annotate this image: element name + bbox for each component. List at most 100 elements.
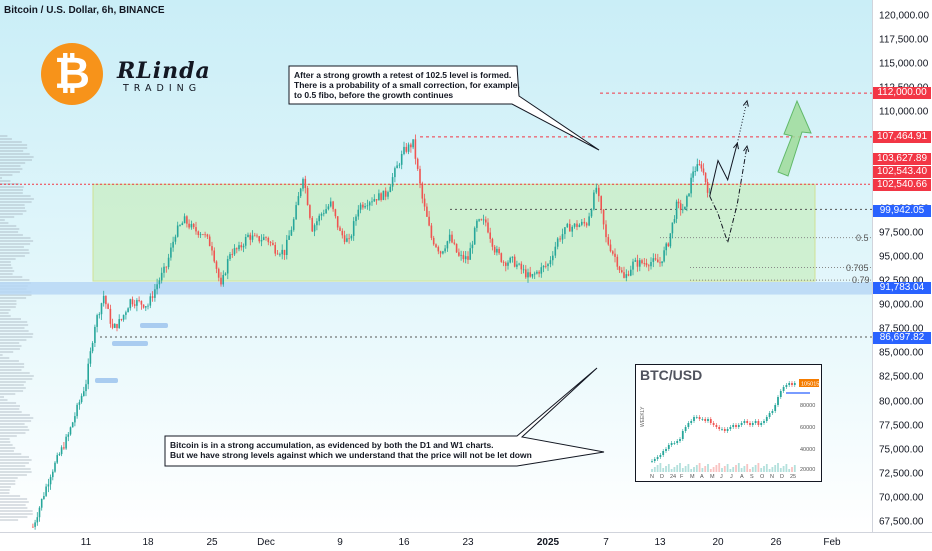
inset-candle	[679, 439, 681, 441]
candle	[58, 454, 61, 456]
candle	[375, 199, 378, 201]
candle	[368, 202, 371, 206]
volume-profile-bar	[0, 141, 22, 143]
price-tick-label: 110,000.00	[879, 106, 929, 118]
candle	[396, 165, 398, 169]
candle	[627, 274, 630, 276]
price-tick-label: 115,000.00	[879, 58, 929, 70]
candle	[204, 234, 206, 236]
inset-volume-bar	[712, 467, 715, 472]
candle	[151, 296, 154, 298]
candle	[667, 243, 670, 247]
volume-profile-bar	[0, 327, 25, 329]
fib-label: 0.705	[846, 262, 869, 273]
volume-profile-bar	[0, 501, 29, 503]
inset-candle	[712, 423, 715, 425]
inset-volume-bar	[715, 465, 718, 472]
inset-candle	[673, 443, 676, 444]
annotation-top-callout	[288, 65, 600, 151]
inset-candle	[768, 413, 771, 417]
candle	[583, 221, 586, 224]
volume-profile-bar	[0, 468, 31, 470]
volume-profile-bar	[0, 420, 32, 422]
candle	[47, 484, 50, 487]
candle	[593, 192, 595, 210]
candle	[696, 164, 699, 172]
candle	[40, 498, 43, 508]
inset-candle	[693, 417, 695, 421]
inset-candle	[676, 441, 679, 443]
volume-profile-bar	[0, 264, 12, 266]
inset-volume-bar	[726, 464, 729, 472]
volume-profile-bar	[0, 252, 30, 254]
inset-x-label: J	[730, 474, 733, 480]
volume-profile-bar	[0, 402, 17, 404]
inset-candle	[704, 419, 707, 421]
candle	[688, 193, 690, 197]
volume-profile-bar	[0, 195, 31, 197]
inset-candle	[667, 445, 670, 449]
candle	[247, 234, 249, 237]
volume-profile-bar	[0, 210, 27, 212]
candle	[538, 271, 540, 274]
candle	[491, 238, 494, 247]
candle	[348, 238, 350, 240]
candle	[380, 193, 382, 200]
volume-profile-bar	[0, 171, 20, 173]
time-axis[interactable]	[0, 532, 932, 551]
candle	[89, 351, 92, 364]
candle	[405, 146, 408, 152]
growth-arrow-icon	[777, 99, 812, 177]
volume-profile-bar	[0, 267, 13, 269]
candle	[276, 253, 279, 255]
inset-candle	[779, 391, 782, 397]
inset-side-label: WEEKLY	[640, 406, 646, 427]
candle	[341, 230, 344, 236]
candle	[423, 198, 426, 207]
candle	[605, 224, 607, 238]
candle	[571, 226, 573, 232]
candle	[686, 196, 688, 207]
inset-candle	[763, 421, 765, 423]
inset-x-label: 25	[790, 474, 796, 480]
candle	[618, 266, 621, 271]
candle	[439, 251, 442, 254]
candle	[458, 252, 460, 256]
volume-profile-bar	[0, 516, 28, 518]
candle	[453, 242, 456, 244]
candle	[382, 190, 385, 200]
inset-volume-bar	[709, 469, 712, 472]
candle	[669, 233, 672, 247]
volume-profile-bar	[0, 213, 23, 215]
candle	[242, 245, 245, 248]
candle	[318, 215, 320, 222]
volume-profile-bar	[0, 459, 32, 461]
candle	[529, 272, 531, 277]
inset-title: BTC/USD	[640, 367, 703, 383]
volume-profile-bar	[0, 471, 32, 473]
price-level-label: 91,783.04	[873, 282, 931, 294]
volume-profile-bar	[0, 222, 9, 224]
candle	[673, 219, 676, 223]
candle	[675, 201, 678, 219]
candle	[612, 251, 614, 254]
volume-profile-bar	[0, 153, 30, 155]
forecast-arrowhead	[733, 142, 739, 150]
candle	[446, 241, 449, 249]
volume-profile-bar	[0, 375, 34, 377]
price-level-label: 102,540.66	[873, 179, 931, 191]
volume-profile-bar	[0, 486, 11, 488]
price-level-label: 102,543.40	[873, 166, 931, 178]
candle	[412, 139, 414, 148]
candle	[585, 223, 588, 226]
time-tick-label: 23	[462, 537, 474, 548]
inset-volume-bar	[659, 463, 662, 472]
candle	[487, 222, 489, 233]
candle	[306, 188, 309, 206]
inset-volume-bar	[721, 468, 723, 472]
candle	[394, 168, 396, 178]
candle	[192, 224, 195, 228]
volume-profile-bar	[0, 456, 29, 458]
candle	[607, 237, 610, 245]
